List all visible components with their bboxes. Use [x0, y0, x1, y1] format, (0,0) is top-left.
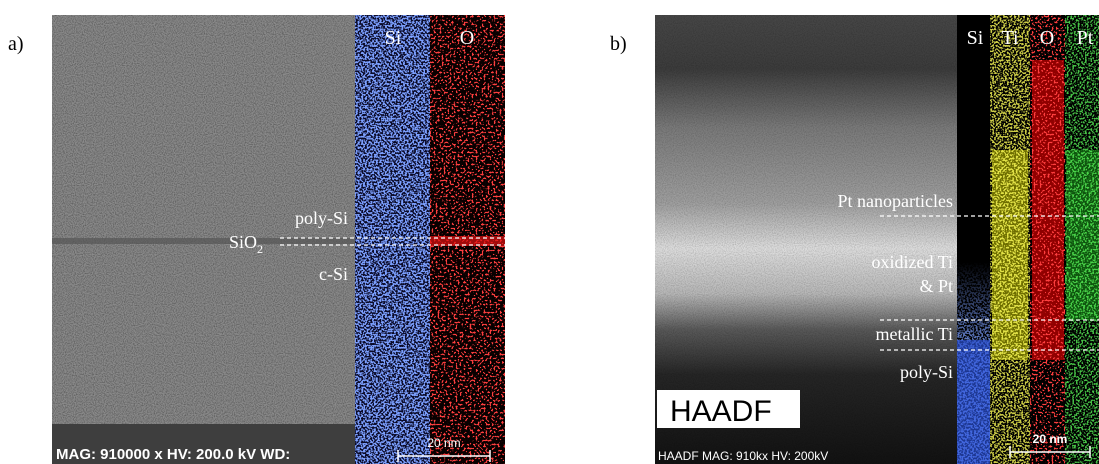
channel-label: Ti: [1001, 27, 1019, 49]
layer-label: poly-Si: [295, 208, 348, 228]
si-dots: [355, 15, 430, 464]
ti-dots: [990, 15, 1030, 464]
info-text: HAADF MAG: 910kx HV: 200kV: [658, 449, 828, 463]
layer-label: metallic Ti: [875, 324, 953, 344]
subscript: 2: [257, 242, 263, 256]
channel-label: O: [1040, 27, 1054, 49]
channel-label: Si: [967, 27, 984, 49]
mode-label: HAADF: [670, 395, 772, 428]
pt-dots: [1065, 15, 1099, 464]
channel-label: O: [460, 27, 474, 49]
layer-label: SiO2: [229, 232, 263, 256]
layer-label: c-Si: [319, 264, 348, 284]
o-dots: [1030, 15, 1065, 464]
scale-label: 20 nm: [1033, 432, 1068, 446]
info-text: MAG: 910000 x HV: 200.0 kV WD:: [56, 446, 290, 463]
layer-label: oxidized Ti: [871, 252, 953, 272]
layer-label: & Pt: [919, 276, 953, 296]
info-bar: [52, 424, 355, 464]
channel-label: Pt: [1077, 27, 1094, 49]
haadf-grain: [655, 15, 957, 464]
layer-label: poly-Si: [900, 362, 953, 382]
si-layer: [957, 340, 990, 464]
scale-label: 20 nm: [427, 436, 460, 450]
scale-bar: [1009, 446, 1091, 458]
o-oxide: [430, 236, 505, 246]
panel-label: b): [610, 33, 627, 55]
scale-bar: [397, 450, 491, 462]
oxide-line: [52, 238, 355, 244]
layer-label: Pt nanoparticles: [838, 191, 953, 211]
mode-box: [657, 390, 800, 428]
channel-label: Si: [385, 27, 402, 49]
layer-label-text: SiO: [229, 232, 257, 252]
panel-label: a): [8, 33, 24, 55]
